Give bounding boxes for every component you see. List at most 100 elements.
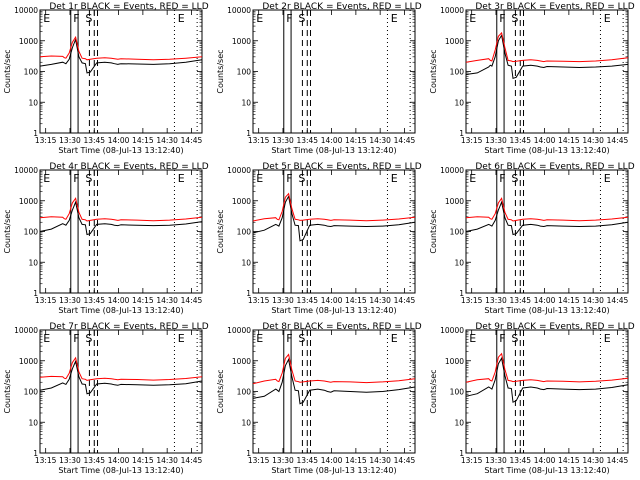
y-tick-label: 10000 (440, 6, 464, 15)
x-tick-label: 14:30 (369, 136, 391, 145)
y-tick-label: 1 (33, 449, 38, 458)
x-tick-label: 14:00 (108, 456, 130, 465)
y-axis-label: Counts/sec (3, 369, 12, 413)
x-tick-label: 13:15 (248, 296, 270, 305)
plot-frame (252, 329, 416, 454)
x-tick-label: 14:15 (132, 456, 154, 465)
x-tick-label: 14:30 (369, 296, 391, 305)
x-tick-label: 13:45 (296, 456, 318, 465)
event-marker-label: S (511, 12, 518, 25)
event-marker-label: E (43, 332, 50, 345)
x-axis-label: Start Time (08-Jul-13 13:12:40) (484, 146, 609, 155)
x-tick-label: 13:45 (83, 136, 105, 145)
y-axis-label: Counts/sec (3, 209, 12, 253)
series-line-lld (39, 35, 203, 61)
series-line-lld (252, 353, 416, 385)
x-tick-label: 13:15 (248, 136, 270, 145)
plot-frame (39, 9, 203, 134)
series-line-events (252, 358, 416, 405)
detector-panel: Det 9r BLACK = Events, RED = LLD Counts/s… (429, 322, 635, 475)
y-tick-label: 1000 (445, 357, 464, 366)
y-tick-label: 10000 (440, 166, 464, 175)
panel-title: Det 5r BLACK = Events, RED = LLD (262, 162, 421, 172)
panel-title: Det 3r BLACK = Events, RED = LLD (475, 2, 634, 12)
x-tick-label: 14:45 (394, 136, 416, 145)
y-tick-label: 10 (454, 98, 464, 107)
y-tick-label: 10000 (440, 326, 464, 335)
x-axis-label: Start Time (08-Jul-13 13:12:40) (58, 466, 183, 475)
y-tick-label: 10 (28, 258, 38, 267)
event-marker-label: F (286, 172, 292, 185)
x-tick-label: 14:00 (108, 136, 130, 145)
y-tick-label: 10000 (227, 6, 251, 15)
x-tick-label: 13:15 (461, 296, 483, 305)
y-tick-label: 100 (237, 68, 252, 77)
series-line-lld (465, 197, 629, 222)
y-tick-label: 10 (241, 418, 251, 427)
event-marker-label: F (73, 12, 79, 25)
x-tick-label: 14:30 (582, 296, 604, 305)
y-tick-label: 1 (459, 129, 464, 138)
event-marker-label: F (73, 172, 79, 185)
x-tick-label: 13:15 (461, 456, 483, 465)
x-tick-label: 13:45 (83, 296, 105, 305)
x-tick-label: 13:15 (35, 456, 57, 465)
event-marker-label: S (298, 12, 305, 25)
y-tick-label: 100 (450, 388, 465, 397)
series-line-lld (252, 192, 416, 222)
event-marker-label: E (469, 12, 476, 25)
event-marker-label: S (85, 332, 92, 345)
y-axis-label: Counts/sec (429, 49, 438, 93)
x-tick-label: 14:45 (181, 456, 203, 465)
x-tick-label: 14:45 (181, 136, 203, 145)
event-marker-label: S (511, 172, 518, 185)
x-axis-label: Start Time (08-Jul-13 13:12:40) (58, 306, 183, 315)
y-tick-label: 1 (33, 289, 38, 298)
panel-title: Det 1r BLACK = Events, RED = LLD (49, 2, 208, 12)
y-axis-label: Counts/sec (216, 209, 225, 253)
x-tick-label: 13:45 (509, 296, 531, 305)
y-axis-label: Counts/sec (429, 369, 438, 413)
y-axis-label: Counts/sec (216, 49, 225, 93)
x-tick-label: 14:30 (156, 296, 178, 305)
detector-panel: Det 7r BLACK = Events, RED = LLD Counts/s… (3, 322, 209, 475)
event-marker-label: F (73, 332, 79, 345)
x-tick-label: 13:30 (59, 296, 81, 305)
x-axis-label: Start Time (08-Jul-13 13:12:40) (58, 146, 183, 155)
y-tick-label: 1 (246, 289, 251, 298)
x-tick-label: 14:15 (132, 296, 154, 305)
plot-frame (465, 9, 629, 134)
x-tick-label: 13:15 (35, 296, 57, 305)
event-marker-label: S (298, 332, 305, 345)
y-tick-label: 100 (237, 228, 252, 237)
x-tick-label: 14:00 (534, 456, 556, 465)
series-line-events (39, 200, 203, 236)
panel-title: Det 2r BLACK = Events, RED = LLD (262, 2, 421, 12)
event-marker-label: F (286, 332, 292, 345)
x-tick-label: 14:45 (607, 136, 629, 145)
x-tick-label: 14:45 (394, 456, 416, 465)
y-tick-label: 1 (459, 449, 464, 458)
event-marker-label: E (391, 12, 398, 25)
x-tick-label: 13:15 (461, 136, 483, 145)
x-tick-label: 13:30 (485, 136, 507, 145)
y-tick-label: 10000 (227, 166, 251, 175)
panel-title: Det 9r BLACK = Events, RED = LLD (475, 322, 634, 332)
event-marker-label: E (391, 332, 398, 345)
x-tick-label: 14:45 (607, 456, 629, 465)
x-tick-label: 14:00 (108, 296, 130, 305)
plot-frame (252, 9, 416, 134)
event-marker-label: E (604, 332, 611, 345)
x-axis-label: Start Time (08-Jul-13 13:12:40) (271, 466, 396, 475)
event-marker-label: E (178, 172, 185, 185)
y-tick-label: 10000 (14, 326, 38, 335)
x-tick-label: 14:15 (345, 456, 367, 465)
event-marker-label: S (511, 332, 518, 345)
y-tick-label: 1000 (232, 357, 251, 366)
y-tick-label: 1 (246, 449, 251, 458)
event-marker-label: E (469, 332, 476, 345)
x-tick-label: 14:00 (321, 456, 343, 465)
event-marker-label: E (256, 172, 263, 185)
detector-panel: Det 4r BLACK = Events, RED = LLD Counts/s… (3, 162, 209, 315)
x-tick-label: 14:30 (582, 136, 604, 145)
